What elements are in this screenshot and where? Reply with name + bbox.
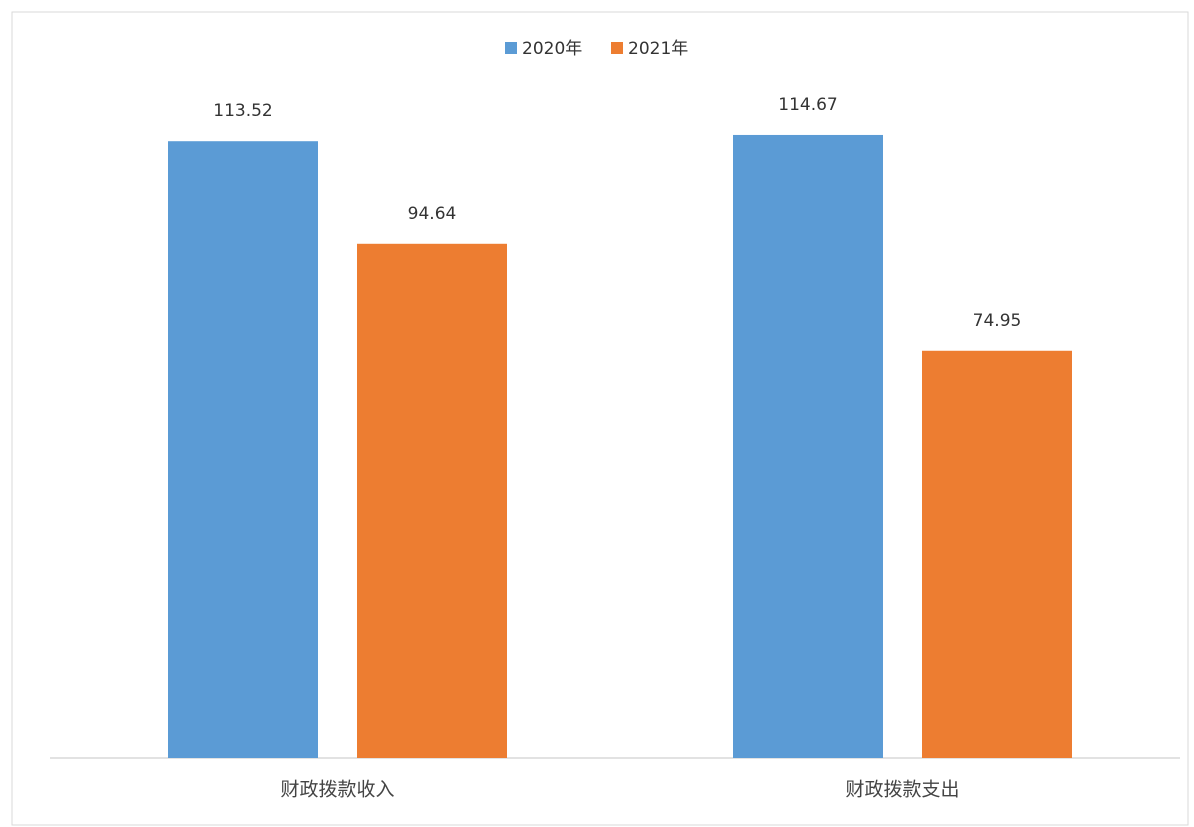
legend-label: 2021年 (628, 39, 688, 59)
data-label: 114.67 (778, 95, 837, 115)
x-tick-label: 财政拨款收入 (280, 779, 394, 801)
data-label: 74.95 (973, 311, 1022, 331)
legend-label: 2020年 (522, 39, 582, 59)
bar (733, 134, 883, 759)
bar (168, 141, 318, 758)
data-label: 113.52 (213, 101, 272, 121)
x-tick-label: 财政拨款支出 (845, 779, 959, 801)
bar (922, 350, 1072, 758)
legend-swatch (505, 42, 517, 54)
bar (357, 243, 507, 759)
legend-swatch (611, 42, 623, 54)
data-label: 94.64 (408, 204, 457, 224)
